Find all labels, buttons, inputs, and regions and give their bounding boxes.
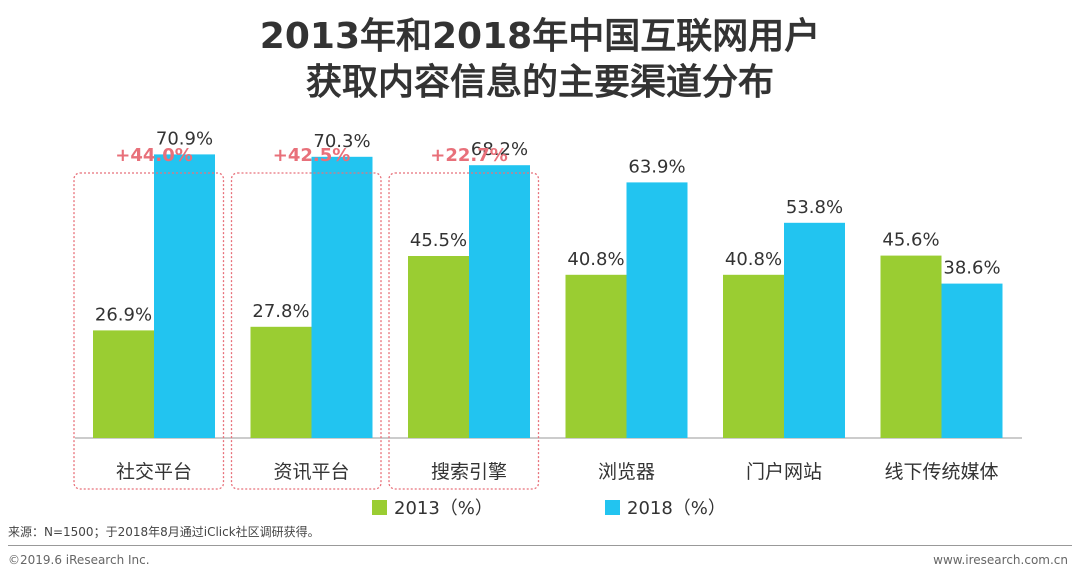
- bar-2013-6: [880, 255, 942, 438]
- bar-2013-4: [565, 274, 627, 438]
- bar-2018-2: [311, 156, 373, 439]
- x-tick-label-3: 搜索引擎: [431, 461, 507, 483]
- bar-2013-3: [408, 256, 469, 438]
- footer-divider: [8, 545, 1072, 546]
- chart-title: 2013年和2018年中国互联网用户 获取内容信息的主要渠道分布: [0, 14, 1080, 106]
- highlight-box-2: [230, 172, 382, 490]
- data-label-2013-6: 45.6%: [882, 230, 939, 251]
- source-note: 来源：N=1500；于2018年8月通过iClick社区调研获得。: [8, 525, 320, 539]
- data-label-2013-4: 40.8%: [567, 249, 624, 270]
- bar-2018-5: [784, 222, 845, 438]
- data-label-2018-3: 68.2%: [471, 139, 528, 160]
- highlight-box-3: [388, 172, 540, 490]
- growth-label-3: +22.7%: [430, 145, 508, 166]
- x-tick-label-5: 门户网站: [746, 461, 822, 483]
- growth-label-1: +44.0%: [115, 145, 193, 166]
- legend-label-2013: 2013（%）: [394, 498, 493, 519]
- chart-title-line-1: 2013年和2018年中国互联网用户: [259, 16, 821, 57]
- data-label-2018-2: 70.3%: [313, 131, 370, 152]
- data-label-2013-2: 27.8%: [252, 301, 309, 322]
- bar-2018-4: [626, 182, 688, 438]
- data-label-2013-3: 45.5%: [410, 230, 467, 251]
- data-label-2013-5: 40.8%: [725, 249, 782, 270]
- website-url: www.iresearch.com.cn: [933, 553, 1068, 567]
- legend-swatch-2018: [605, 500, 620, 515]
- bar-2018-3: [469, 165, 530, 438]
- data-label-2018-5: 53.8%: [786, 197, 843, 218]
- x-tick-label-1: 社交平台: [116, 461, 192, 483]
- data-label-2018-1: 70.9%: [156, 128, 213, 149]
- bar-2018-1: [154, 154, 215, 438]
- x-tick-label-6: 线下传统媒体: [884, 461, 998, 483]
- bar-2013-1: [93, 330, 154, 438]
- data-label-2013-1: 26.9%: [95, 304, 152, 325]
- chart-title-line-2: 获取内容信息的主要渠道分布: [305, 62, 774, 103]
- x-tick-label-4: 浏览器: [598, 461, 655, 483]
- copyright-text: ©2019.6 iResearch Inc.: [8, 553, 150, 567]
- x-tick-label-2: 资讯平台: [273, 461, 349, 483]
- data-label-2018-4: 63.9%: [628, 156, 685, 177]
- growth-label-2: +42.5%: [273, 145, 351, 166]
- bar-2013-5: [723, 274, 784, 438]
- data-label-2018-6: 38.6%: [943, 258, 1000, 279]
- bar-2013-2: [250, 326, 312, 438]
- legend-swatch-2013: [372, 500, 387, 515]
- bar-2018-6: [941, 283, 1003, 438]
- legend-label-2018: 2018（%）: [627, 498, 726, 519]
- highlight-box-1: [73, 172, 225, 490]
